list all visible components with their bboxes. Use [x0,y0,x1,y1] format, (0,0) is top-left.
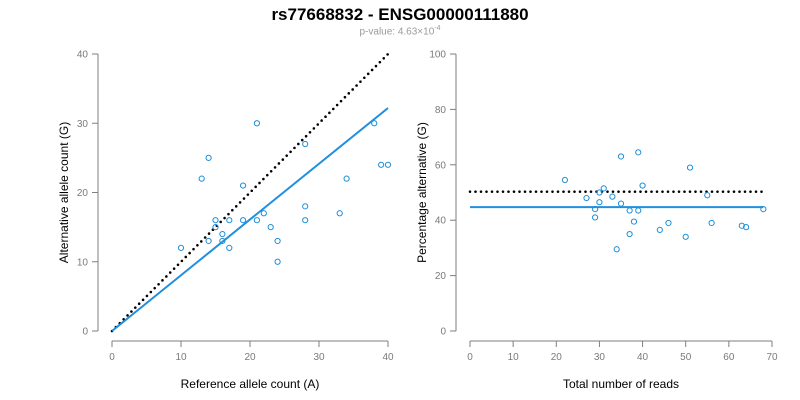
x-tick-label: 40 [637,352,649,363]
data-point [384,161,392,168]
p-value-exponent: -4 [434,25,441,32]
x-tick-label: 20 [244,352,256,363]
data-point [302,140,309,148]
data-point [267,224,274,231]
x-tick-label: 10 [175,352,187,363]
data-point [596,199,603,206]
y-tick-label: 80 [435,105,447,116]
data-point [240,217,247,224]
data-point [613,246,620,253]
data-point [686,164,694,171]
data-point [336,210,343,217]
data-point [617,200,625,207]
data-point [561,176,569,184]
data-point [600,185,607,192]
p-value-text: p-value: 4.63×10 [359,26,435,38]
data-point [583,194,590,202]
data-point [665,219,672,227]
data-point [371,120,378,127]
y-tick-label: 100 [429,50,446,61]
data-point [302,217,309,224]
y-tick-label: 20 [435,271,447,282]
percentage-alternative-scatter-plot: 0 10 20 30 40 50 60 70 0 20 40 60 80 100 Total number … [415,50,778,392]
y-tick-label: 10 [77,257,89,268]
x-tick-label: 30 [313,352,325,363]
y-axis-title: Percentage alternative (G) [415,122,429,263]
data-point [743,224,750,231]
data-point [378,161,385,168]
y-tick-label: 60 [435,160,447,171]
y-tick-label: 0 [440,327,446,338]
data-point [226,217,233,224]
x-tick-label: 50 [680,352,692,363]
y-axis-title: Alternative allele count (G) [57,122,71,263]
y-tick-label: 40 [435,216,447,227]
data-point [635,149,642,156]
x-tick-label: 30 [594,352,606,363]
data-point [682,233,689,240]
y-tick-label: 40 [77,50,89,61]
data-point [177,244,185,251]
data-point [592,214,599,221]
data-point [219,230,226,238]
data-point [704,192,711,199]
data-point [635,207,642,214]
data-point [260,210,267,217]
data-point [626,230,633,238]
x-tick-label: 20 [551,352,563,363]
data-point [253,120,260,127]
data-point [274,237,281,245]
data-point [205,237,212,245]
reference-dotted-line [110,52,390,333]
data-point [630,218,638,225]
data-point [343,175,350,182]
p-value-subtitle: p-value: 4.63×10-4 [0,25,800,37]
y-tick-label: 0 [82,327,88,338]
data-point [205,154,212,161]
x-tick-label: 0 [467,352,473,363]
x-tick-label: 60 [723,352,735,363]
data-point [626,207,633,214]
figure-title: rs77668832 - ENSG00000111880 [271,5,529,24]
data-point [212,224,219,231]
data-point [253,217,260,224]
data-point [274,258,281,265]
x-axis-title: Reference allele count (A) [181,377,320,391]
data-point [609,193,616,200]
data-point [738,222,745,229]
data-point [302,203,309,210]
y-tick-label: 20 [77,188,89,199]
allele-count-scatter-plot: 0 10 20 30 40 0 10 20 30 40 Reference allele count… [57,50,394,392]
data-point [708,219,715,227]
data-point [226,244,233,251]
x-tick-label: 0 [109,352,115,363]
fitted-trend-line [111,107,389,332]
data-point [198,175,205,182]
data-point [592,206,599,213]
data-point [219,237,226,245]
x-tick-label: 10 [508,352,520,363]
x-axis-title: Total number of reads [563,377,679,391]
data-point [617,153,625,160]
data-point [639,182,646,189]
data-point [760,206,767,213]
y-tick-label: 30 [77,119,89,130]
data-point [656,226,663,233]
x-tick-label: 40 [382,352,394,363]
data-point [212,217,219,224]
data-point [596,189,603,196]
x-tick-label: 70 [766,352,778,363]
data-point [240,182,247,189]
